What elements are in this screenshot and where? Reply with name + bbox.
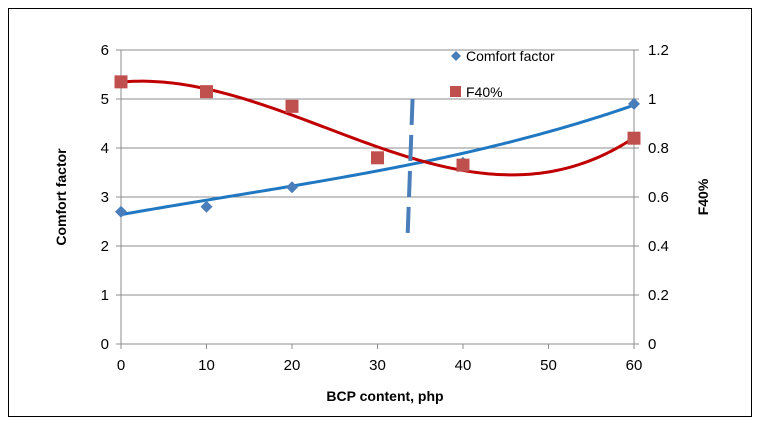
f40-point-10	[200, 85, 213, 99]
right-tick-label-1: 1	[648, 91, 656, 108]
f40-point-20	[285, 99, 299, 113]
left-tick-label-4: 4	[101, 140, 109, 157]
x-tick-label-60: 60	[626, 357, 643, 374]
f40-point-30	[371, 151, 384, 165]
x-tick-label-20: 20	[284, 357, 301, 374]
right-tick-label-1.2: 1.2	[648, 42, 669, 59]
f40-point-40	[456, 158, 470, 172]
f40-point-60	[627, 131, 641, 145]
right-tick-label-0.4: 0.4	[648, 238, 669, 255]
left-axis-title: Comfort factor	[53, 148, 69, 246]
legend: Comfort factor F40%	[450, 48, 555, 100]
f40-point-0	[114, 75, 128, 89]
right-axis-title: F40%	[695, 178, 711, 215]
comfort-factor-point-0	[115, 205, 127, 218]
data-markers	[114, 75, 641, 218]
gridlines	[121, 49, 634, 296]
x-tick-label-50: 50	[540, 357, 557, 374]
comfort-factor-point-10	[200, 200, 213, 213]
dashed-annotation-line	[405, 98, 415, 242]
right-tick-label-0.2: 0.2	[648, 287, 669, 304]
x-tick-label-10: 10	[198, 357, 215, 374]
legend-label-comfort-factor: Comfort factor	[466, 48, 555, 64]
legend-diamond-marker	[451, 51, 461, 61]
x-axis-title: BCP content, php	[326, 388, 443, 404]
legend-label-f40: F40%	[466, 84, 503, 100]
comfort-factor-point-20	[286, 181, 298, 194]
legend-square-marker	[450, 86, 461, 97]
annotations	[405, 98, 415, 242]
x-tick-label-0: 0	[117, 357, 125, 374]
left-tick-label-3: 3	[101, 189, 109, 206]
left-tick-label-0: 0	[101, 336, 109, 353]
right-tick-label-0: 0	[648, 336, 656, 353]
trendline-comfort-factor	[120, 103, 635, 217]
axes	[116, 49, 639, 349]
left-tick-label-1: 1	[101, 287, 109, 304]
comfort-factor-point-60	[628, 97, 640, 110]
x-tick-label-30: 30	[369, 357, 386, 374]
left-tick-label-2: 2	[101, 238, 109, 255]
x-tick-label-40: 40	[455, 357, 472, 374]
left-tick-label-6: 6	[101, 42, 109, 59]
right-tick-label-0.6: 0.6	[648, 189, 669, 206]
right-tick-label-0.8: 0.8	[648, 140, 669, 157]
left-tick-label-5: 5	[101, 91, 109, 108]
